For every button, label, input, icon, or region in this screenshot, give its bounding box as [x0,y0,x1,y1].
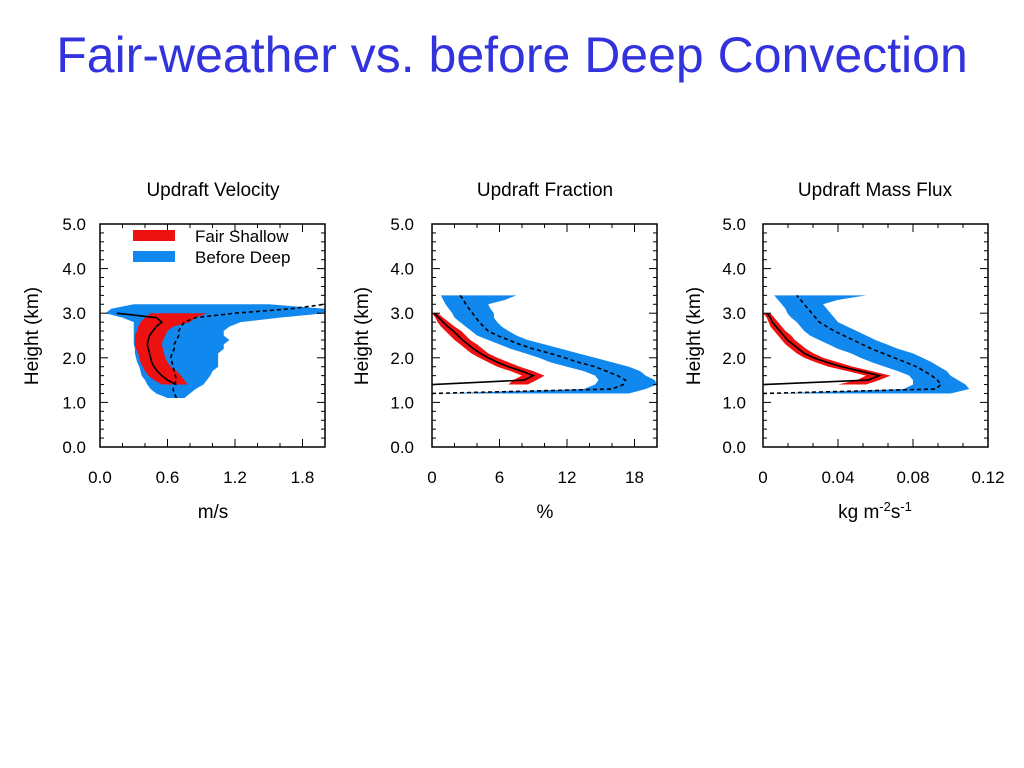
legend-label: Before Deep [195,248,290,267]
x-tick-label: 1.2 [223,468,247,487]
y-axis-label: Height (km) [22,287,43,385]
y-tick-label: 4.0 [62,260,86,279]
x-tick-label: 0.6 [156,468,180,487]
page-title: Fair-weather vs. before Deep Convection [56,27,968,83]
y-tick-label: 0.0 [62,438,86,457]
chart-title: Updraft Velocity [146,180,280,201]
chart-title: Updraft Mass Flux [798,180,953,201]
y-tick-label: 5.0 [390,215,414,234]
mean-line-fair_shallow [116,312,177,386]
band-fair_shallow [432,313,545,385]
y-tick-label: 1.0 [390,393,414,412]
x-axis-label: m/s [198,502,229,523]
y-tick-label: 3.0 [62,304,86,323]
y-tick-label: 5.0 [62,215,86,234]
legend-label: Fair Shallow [195,227,289,246]
y-axis-label: Height (km) [352,287,373,385]
x-tick-label: 6 [495,468,504,487]
y-tick-label: 1.0 [62,393,86,412]
y-tick-label: 2.0 [722,349,746,368]
y-tick-label: 3.0 [390,304,414,323]
y-tick-label: 0.0 [390,438,414,457]
mean-line-before_deep [762,294,943,395]
band-fair_shallow [763,313,891,385]
mean-line-before_deep [170,303,326,399]
y-tick-label: 2.0 [390,349,414,368]
x-tick-label: 1.8 [291,468,315,487]
y-tick-label: 4.0 [722,260,746,279]
mean-line-before_deep [431,294,627,395]
y-axis-label: Height (km) [684,287,705,385]
y-tick-label: 1.0 [722,393,746,412]
x-tick-label: 0.04 [821,468,854,487]
x-tick-label: 0.08 [896,468,929,487]
y-tick-label: 5.0 [722,215,746,234]
x-tick-label: 0 [427,468,436,487]
y-tick-label: 4.0 [390,260,414,279]
x-axis-label: kg m-2s-1 [838,499,912,524]
legend-swatch [133,230,175,241]
y-tick-label: 3.0 [722,304,746,323]
x-tick-label: 0 [758,468,767,487]
mean-line-fair_shallow [762,312,882,386]
x-tick-label: 12 [558,468,577,487]
x-tick-label: 0.12 [971,468,1004,487]
mean-line-fair_shallow [431,312,536,386]
plot-frame [762,223,989,448]
y-tick-label: 2.0 [62,349,86,368]
chart-title: Updraft Fraction [477,180,613,201]
x-axis-label: % [537,502,554,523]
x-tick-label: 0.0 [88,468,112,487]
y-tick-label: 0.0 [722,438,746,457]
x-tick-label: 18 [625,468,644,487]
legend-swatch [133,251,175,262]
band-before_deep [437,295,657,394]
